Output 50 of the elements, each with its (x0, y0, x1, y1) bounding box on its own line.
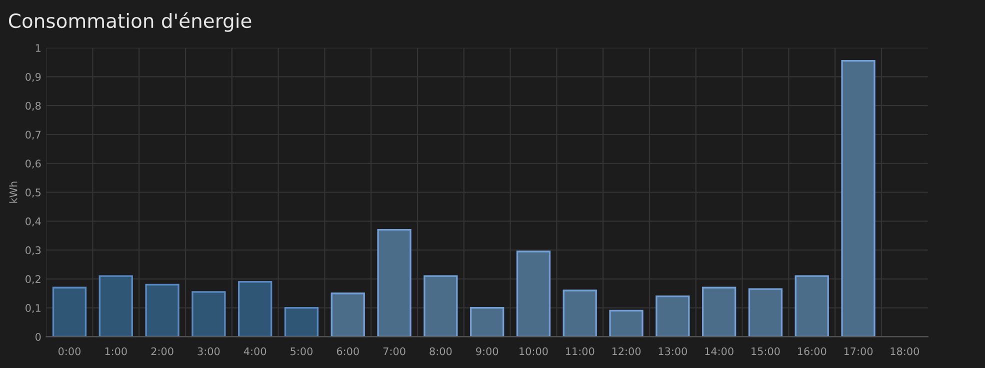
x-tick-label: 9:00 (476, 347, 498, 356)
y-tick-label: 0,8 (26, 102, 41, 111)
y-tick-label: 0,9 (26, 72, 41, 82)
x-tick-label: 12:00 (612, 347, 641, 356)
y-tick-label: 0,7 (26, 130, 41, 140)
x-tick-label: 3:00 (198, 347, 220, 356)
bar (656, 295, 690, 337)
bar (841, 60, 876, 337)
x-tick-label: 1:00 (105, 347, 127, 356)
x-tick-label: 0:00 (58, 347, 80, 356)
bar (98, 275, 133, 337)
x-tick-label: 13:00 (658, 347, 687, 356)
y-tick-label: 0,3 (26, 246, 41, 256)
x-tick-label: 11:00 (566, 347, 594, 356)
bar (238, 281, 272, 337)
bar (748, 288, 783, 337)
x-tick-label: 2:00 (151, 347, 174, 356)
bar (284, 306, 319, 337)
x-tick-label: 16:00 (798, 347, 826, 356)
x-tick-label: 6:00 (336, 347, 359, 356)
bar (516, 250, 551, 337)
x-tick-label: 8:00 (430, 347, 452, 356)
y-tick-label: 1 (36, 44, 40, 52)
x-tick-label: 18:00 (890, 347, 919, 356)
bar (609, 310, 644, 337)
bar (52, 286, 87, 337)
y-tick-label: 0 (35, 332, 41, 341)
y-tick-label: 0,1 (26, 304, 40, 313)
bar (192, 291, 226, 337)
x-tick-label: 10:00 (520, 347, 548, 356)
bar (794, 275, 829, 337)
y-tick-label: 0,2 (26, 275, 40, 284)
chart-title: Consommation d'énergie (8, 12, 252, 32)
bar (145, 284, 180, 337)
bar (562, 290, 597, 337)
x-tick-label: 5:00 (290, 347, 312, 356)
y-tick-label: 0,6 (26, 160, 41, 169)
x-tick-label: 17:00 (844, 347, 873, 356)
y-tick-label: 0,4 (26, 217, 41, 226)
bar (424, 275, 458, 337)
y-tick-label: 0,5 (26, 188, 41, 198)
x-tick-label: 7:00 (383, 347, 406, 356)
x-tick-label: 15:00 (752, 347, 780, 356)
bar (470, 306, 504, 337)
y-axis-title: kWh (9, 182, 18, 203)
bar (330, 292, 365, 337)
x-tick-label: 4:00 (244, 347, 266, 356)
x-tick-label: 14:00 (705, 347, 734, 356)
bar (377, 229, 412, 337)
bar (702, 286, 736, 337)
